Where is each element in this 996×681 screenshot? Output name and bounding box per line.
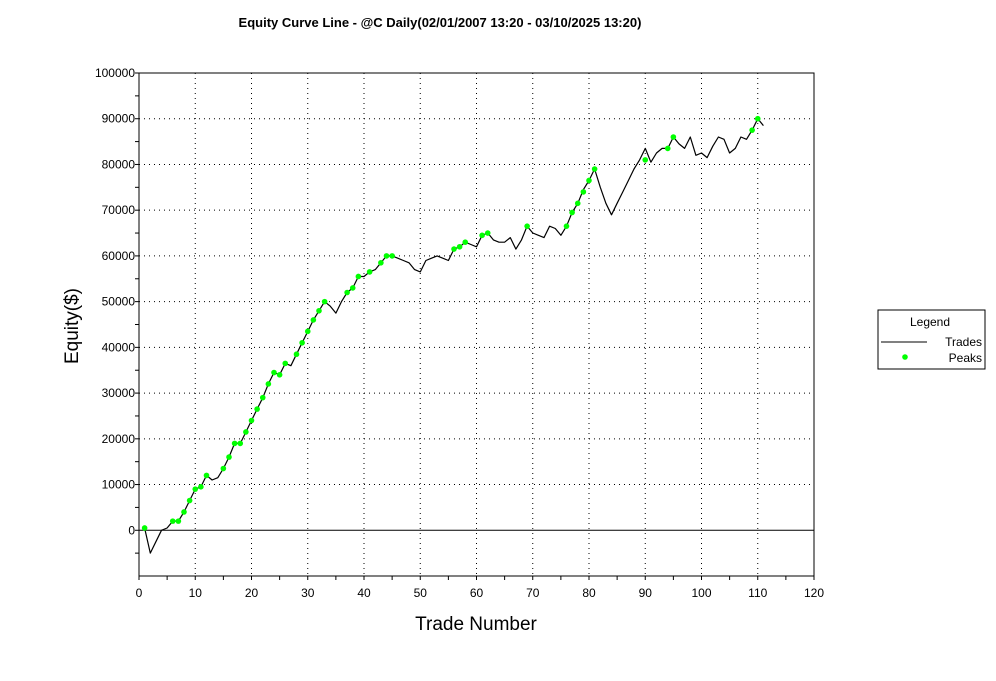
peak-point [220, 465, 227, 472]
peak-point [355, 273, 362, 280]
peak-point [186, 497, 193, 504]
x-tick-label: 40 [357, 586, 371, 600]
peak-point [451, 246, 457, 252]
y-tick-label: 30000 [102, 386, 136, 400]
peak-point [349, 285, 356, 291]
peak-point [670, 134, 677, 140]
peak-point [664, 145, 671, 152]
peak-point [586, 177, 592, 184]
y-tick-label: 80000 [102, 157, 136, 171]
peak-point [192, 486, 199, 492]
legend-box [877, 309, 986, 370]
grid-lines [139, 73, 814, 576]
y-tick-label: 0 [128, 523, 135, 537]
peak-point [316, 307, 322, 314]
peak-point [248, 417, 255, 424]
peak-point [181, 509, 187, 515]
y-axis: 0 10000 20000 30000 40000 50000 60000 70000 8000… [95, 66, 139, 554]
chart-title: Equity Curve Line - @C Daily(02/01/2007 … [239, 15, 642, 30]
legend-title: Legend [910, 315, 950, 329]
peak-point [299, 339, 305, 346]
legend-peaks-swatch [902, 354, 908, 360]
y-tick-label: 10000 [102, 478, 136, 492]
peak-point [282, 360, 289, 367]
x-tick-label: 80 [582, 586, 596, 600]
peaks-layer [141, 115, 761, 531]
peak-point [203, 472, 210, 479]
peak-point [259, 394, 266, 401]
peak-point [254, 406, 260, 412]
peak-point [378, 259, 384, 266]
x-axis-title: Trade Number [415, 614, 537, 635]
x-tick-label: 60 [470, 586, 484, 600]
peak-point [344, 289, 350, 296]
peak-point [462, 239, 469, 245]
peak-point [749, 127, 755, 133]
x-tick-label: 30 [301, 586, 315, 600]
peak-point [198, 484, 204, 490]
peak-point [175, 518, 182, 524]
y-axis-title: Equity($) [62, 288, 83, 364]
peak-point [321, 298, 328, 305]
peak-point [304, 328, 311, 335]
x-tick-label: 20 [245, 586, 259, 600]
y-tick-label: 100000 [95, 66, 135, 80]
peak-point [310, 317, 317, 323]
peak-point [389, 253, 395, 259]
peak-point [243, 429, 249, 435]
y-tick-label: 60000 [102, 249, 136, 263]
series-layer [144, 118, 764, 554]
peak-point [141, 525, 148, 531]
peak-point [563, 223, 570, 229]
x-tick-label: 120 [804, 586, 824, 600]
legend-trades-label: Trades [945, 335, 982, 349]
y-tick-label: 90000 [102, 112, 136, 126]
peak-point [591, 166, 598, 172]
x-tick-label: 50 [414, 586, 428, 600]
peak-point [484, 230, 491, 236]
y-tick-label: 70000 [102, 203, 136, 217]
peak-point [383, 253, 390, 259]
y-tick-label: 50000 [102, 295, 136, 309]
peak-point [569, 209, 575, 216]
peak-point [366, 269, 373, 275]
peak-point [271, 369, 277, 376]
peak-point [524, 223, 530, 229]
legend: Legend Trades Peaks [877, 309, 986, 370]
legend-peaks-label: Peaks [949, 351, 982, 365]
x-axis: 0 10 20 30 40 50 60 70 80 90 100 110 120 [136, 576, 824, 600]
peak-point [293, 351, 300, 358]
y-tick-label: 20000 [102, 432, 136, 446]
peak-point [642, 157, 649, 163]
x-tick-label: 70 [526, 586, 540, 600]
peak-point [754, 115, 761, 122]
x-tick-label: 90 [639, 586, 653, 600]
peak-point [231, 440, 238, 447]
peak-point [237, 440, 244, 447]
y-tick-label: 40000 [102, 340, 136, 354]
peak-point [574, 200, 581, 207]
peak-point [226, 454, 232, 460]
x-tick-label: 0 [136, 586, 143, 600]
trades-line [144, 118, 764, 554]
peak-point [456, 243, 463, 250]
peak-point [479, 232, 485, 239]
x-tick-label: 100 [691, 586, 711, 600]
peak-point [265, 381, 272, 387]
peak-point [276, 372, 283, 378]
x-tick-label: 110 [748, 586, 767, 600]
peak-point [169, 518, 176, 524]
x-tick-label: 10 [189, 586, 203, 600]
peak-point [580, 189, 587, 195]
